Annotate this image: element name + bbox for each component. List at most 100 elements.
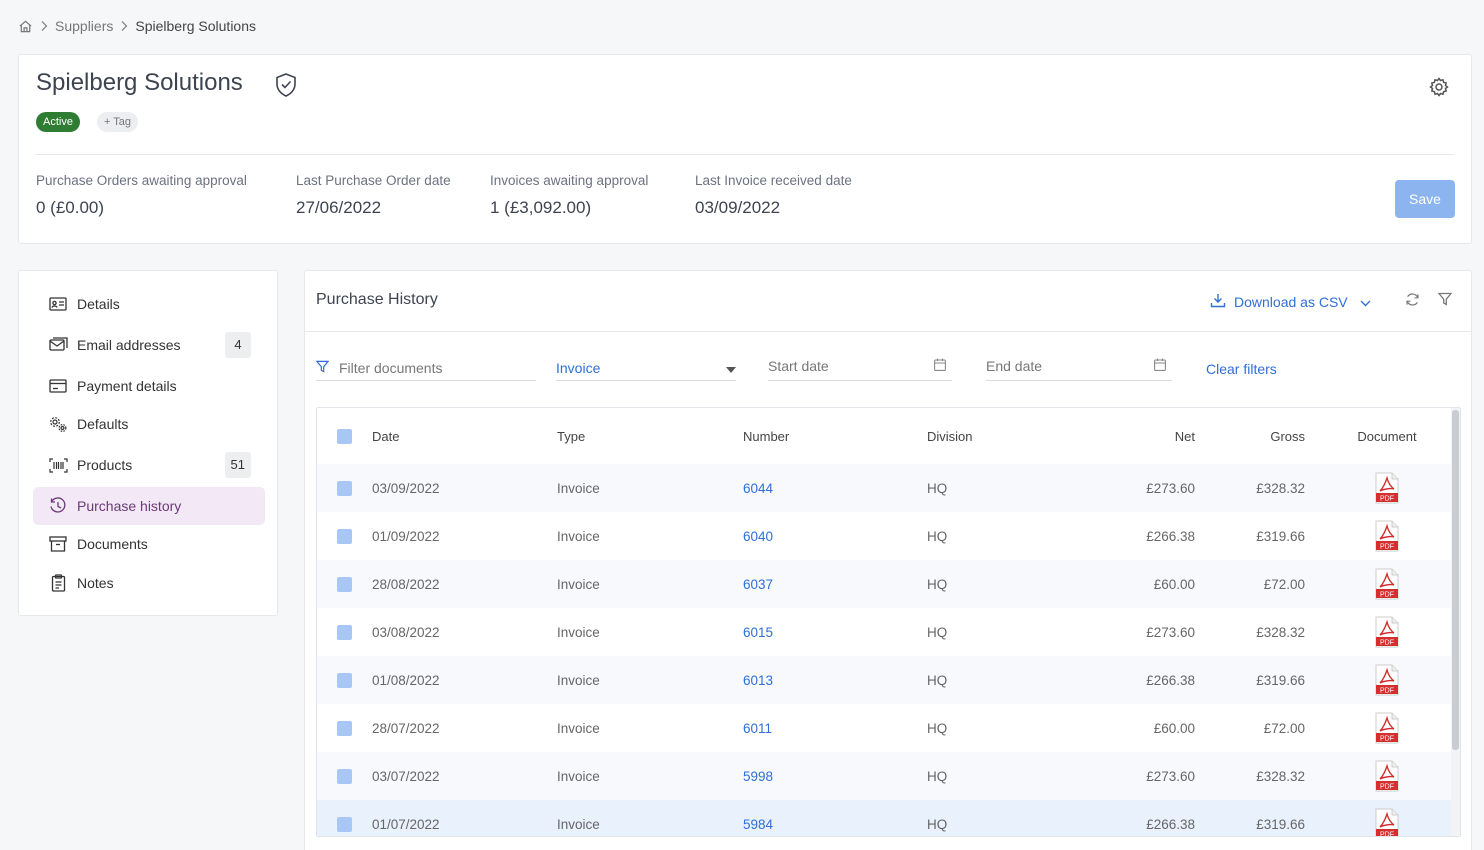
pdf-icon[interactable]: PDF [1347, 752, 1427, 800]
stat-label: Purchase Orders awaiting approval [36, 173, 247, 188]
gear-icon[interactable] [1429, 77, 1449, 102]
document-number-link[interactable]: 6044 [743, 480, 774, 496]
checkbox[interactable] [337, 720, 352, 736]
download-csv-button[interactable]: Download as CSV [1210, 292, 1371, 311]
scrollbar[interactable] [1451, 408, 1460, 836]
pdf-icon[interactable]: PDF [1347, 560, 1427, 608]
filter-documents-input[interactable]: Filter documents [315, 355, 536, 381]
table-row[interactable]: 28/08/2022 Invoice 6037 HQ £60.00 £72.00 PDF [317, 560, 1453, 608]
document-number-link[interactable]: 5984 [743, 816, 774, 832]
row-checkbox[interactable] [337, 704, 352, 752]
breadcrumb: Suppliers Spielberg Solutions [18, 16, 256, 36]
row-checkbox[interactable] [337, 752, 352, 800]
table-row[interactable]: 03/08/2022 Invoice 6015 HQ £273.60 £328.32 PDF [317, 608, 1453, 656]
row-checkbox[interactable] [337, 464, 352, 512]
column-header[interactable]: Division [927, 428, 973, 444]
table-row[interactable]: 01/09/2022 Invoice 6040 HQ £266.38 £319.66 PDF [317, 512, 1453, 560]
filter-icon[interactable] [1437, 292, 1453, 311]
row-checkbox[interactable] [337, 656, 352, 704]
status-badge: Active [36, 112, 80, 132]
cell-type: Invoice [557, 768, 600, 784]
cell-division: HQ [927, 672, 948, 688]
sidebar-item-label: Defaults [77, 416, 129, 432]
cell-net: £266.38 [1146, 528, 1195, 544]
cell-date: 03/07/2022 [372, 768, 440, 784]
checkbox[interactable] [337, 428, 352, 444]
sidebar-item-label: Details [77, 296, 120, 312]
row-checkbox[interactable] [337, 560, 352, 608]
row-checkbox[interactable] [337, 800, 352, 836]
pdf-icon[interactable]: PDF [1347, 464, 1427, 512]
cell-net: £266.38 [1146, 816, 1195, 832]
barcode-icon [48, 455, 68, 475]
pdf-icon[interactable]: PDF [1347, 800, 1427, 837]
cell-net: £60.00 [1153, 720, 1195, 736]
stat-last-po-date: Last Purchase Order date 27/06/2022 [296, 173, 451, 218]
checkbox[interactable] [337, 624, 352, 640]
sidebar-item-email-addresses[interactable]: Email addresses 4 [33, 326, 265, 364]
home-icon[interactable] [18, 19, 33, 34]
clear-filters-link[interactable]: Clear filters [1206, 361, 1277, 377]
pdf-label: PDF [1380, 495, 1394, 502]
save-button[interactable]: Save [1395, 180, 1455, 218]
pdf-icon[interactable]: PDF [1347, 704, 1427, 752]
cell-number: 6011 [743, 704, 772, 752]
email-icon [48, 335, 68, 355]
pdf-label: PDF [1380, 831, 1394, 837]
document-number-link[interactable]: 6015 [743, 624, 774, 640]
table-row[interactable]: 01/07/2022 Invoice 5984 HQ £266.38 £319.66 PDF [317, 800, 1453, 837]
checkbox[interactable] [337, 528, 352, 544]
cell-division: HQ [927, 480, 948, 496]
column-header[interactable]: Net [1174, 428, 1195, 444]
row-checkbox[interactable] [337, 512, 352, 560]
start-date-input[interactable]: Start date [768, 351, 952, 381]
document-number-link[interactable]: 5998 [743, 768, 774, 784]
document-type-select[interactable]: Invoice [556, 355, 736, 381]
document-number-link[interactable]: 6037 [743, 576, 774, 592]
table-row[interactable]: 01/08/2022 Invoice 6013 HQ £266.38 £319.66 PDF [317, 656, 1453, 704]
cell-number: 6037 [743, 560, 773, 608]
pdf-icon[interactable]: PDF [1347, 512, 1427, 560]
scrollbar-thumb[interactable] [1452, 410, 1459, 750]
sidebar-item-details[interactable]: Details [33, 285, 265, 323]
document-number-link[interactable]: 6011 [743, 720, 773, 736]
pdf-icon[interactable]: PDF [1347, 656, 1427, 704]
cell-gross: £72.00 [1263, 576, 1305, 592]
column-header[interactable]: Type [557, 428, 586, 444]
table-row[interactable]: 28/07/2022 Invoice 6011 HQ £60.00 £72.00 PDF [317, 704, 1453, 752]
table-row[interactable]: 03/09/2022 Invoice 6044 HQ £273.60 £328.32 PDF [317, 464, 1453, 512]
sidebar-item-purchase-history[interactable]: Purchase history [33, 487, 265, 525]
column-header[interactable]: Gross [1270, 428, 1305, 444]
stat-po-awaiting: Purchase Orders awaiting approval 0 (£0.… [36, 173, 247, 218]
page-title: Spielberg Solutions [36, 69, 243, 96]
pdf-icon[interactable]: PDF [1347, 608, 1427, 656]
sidebar-item-notes[interactable]: Notes [33, 564, 265, 602]
column-header[interactable]: Date [372, 428, 400, 444]
document-number-link[interactable]: 6040 [743, 528, 774, 544]
sidebar-item-documents[interactable]: Documents [33, 525, 265, 563]
archive-icon [48, 534, 68, 554]
chevron-right-icon [40, 20, 48, 32]
table-row[interactable]: 03/07/2022 Invoice 5998 HQ £273.60 £328.32 PDF [317, 752, 1453, 800]
checkbox[interactable] [337, 576, 352, 592]
select-all-checkbox[interactable] [337, 412, 352, 460]
column-header[interactable]: Number [743, 428, 790, 444]
sidebar-item-products[interactable]: Products 51 [33, 446, 265, 484]
checkbox[interactable] [337, 816, 352, 832]
cell-date: 03/08/2022 [372, 624, 440, 640]
calendar-icon [1154, 358, 1166, 374]
sidebar-item-payment-details[interactable]: Payment details [33, 367, 265, 405]
breadcrumb-suppliers[interactable]: Suppliers [55, 18, 114, 34]
document-number-link[interactable]: 6013 [743, 672, 774, 688]
checkbox[interactable] [337, 768, 352, 784]
add-tag-button[interactable]: + Tag [97, 112, 139, 132]
row-checkbox[interactable] [337, 608, 352, 656]
cell-gross: £328.32 [1256, 624, 1305, 640]
checkbox[interactable] [337, 672, 352, 688]
sidebar-item-defaults[interactable]: Defaults [33, 405, 265, 443]
end-date-input[interactable]: End date [986, 351, 1172, 381]
checkbox[interactable] [337, 480, 352, 496]
refresh-icon[interactable] [1405, 292, 1420, 312]
stat-last-invoice-date: Last Invoice received date 03/09/2022 [695, 173, 852, 218]
cell-gross: £319.66 [1256, 672, 1305, 688]
